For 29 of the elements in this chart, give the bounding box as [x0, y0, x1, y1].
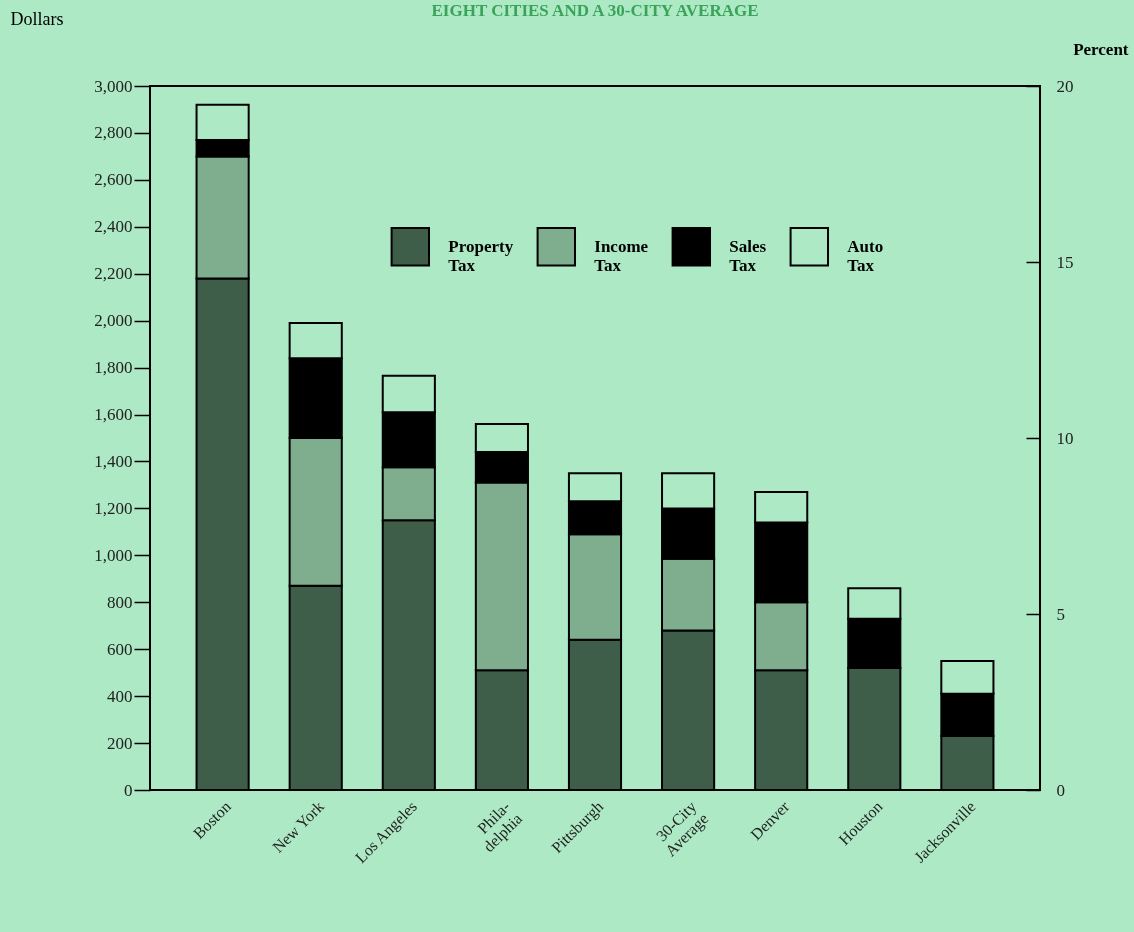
y2-tick-label: 10 [1056, 428, 1074, 448]
y-tick-label: 800 [107, 592, 133, 612]
y2-axis-title: Percent [1073, 39, 1129, 59]
y-tick-label: 0 [124, 780, 133, 800]
chart-title: EIGHT CITIES AND A 30-CITY AVERAGE [431, 1, 759, 20]
y2-tick-label: 5 [1056, 604, 1065, 624]
y-tick-label: 400 [107, 686, 133, 706]
legend-label: Sales Tax [729, 236, 767, 275]
legend-label: Property Tax [448, 236, 514, 275]
y2-tick-label: 20 [1056, 76, 1074, 96]
x-tick-label: New York [269, 797, 328, 856]
y-tick-label: 1,200 [94, 498, 133, 518]
y-tick-label: 2,000 [94, 311, 133, 331]
y-tick-label: 2,400 [94, 217, 133, 237]
y-tick-label: 3,000 [94, 76, 133, 96]
y-tick-label: 1,000 [94, 545, 133, 565]
y-tick-label: 1,600 [94, 405, 133, 425]
y-tick-label: 600 [107, 639, 133, 659]
legend-label: Income Tax [594, 236, 649, 275]
legend-label: Auto Tax [847, 236, 884, 275]
y-tick-label: 2,800 [94, 123, 133, 143]
y-tick-label: 200 [107, 733, 133, 753]
y-tick-label: 1,400 [94, 451, 133, 471]
y2-tick-label: 15 [1056, 252, 1074, 272]
y-tick-label: 2,600 [94, 170, 133, 190]
y-tick-label: 1,800 [94, 358, 133, 378]
y-tick-label: 2,200 [94, 264, 133, 284]
y-axis-title: Dollars [10, 8, 64, 29]
y2-tick-label: 0 [1056, 780, 1065, 800]
